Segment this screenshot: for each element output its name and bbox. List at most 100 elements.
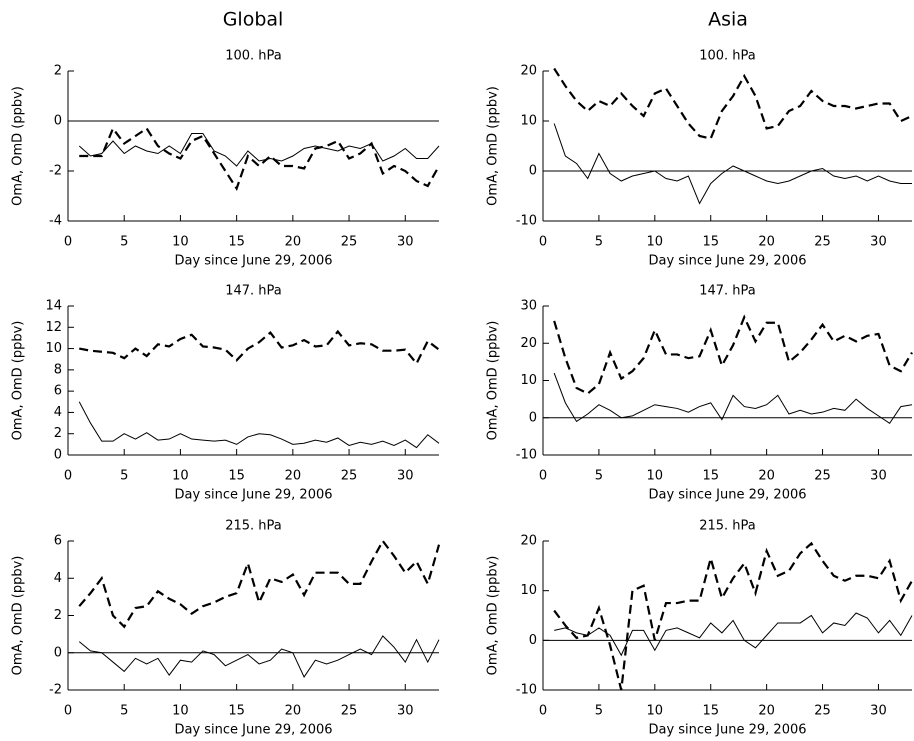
x-tick-label: 20 — [285, 469, 302, 484]
x-tick-label: 30 — [870, 704, 887, 719]
x-tick-label: 30 — [397, 704, 414, 719]
x-tick-label: 30 — [870, 469, 887, 484]
x-axis-label: Day since June 29, 2006 — [648, 723, 806, 738]
x-tick-label: 5 — [120, 704, 128, 719]
chart-title: 100. hPa — [225, 49, 282, 64]
x-tick-label: 0 — [64, 469, 72, 484]
x-tick-label: 10 — [172, 469, 189, 484]
x-tick-label: 20 — [758, 704, 775, 719]
y-axis-label: OmA, OmD (ppbv) — [11, 556, 26, 676]
y-tick-label: 0 — [54, 114, 62, 129]
x-tick-label: 10 — [647, 704, 664, 719]
y-axis-label: OmA, OmD (ppbv) — [486, 86, 501, 206]
x-tick-label: 30 — [397, 235, 414, 250]
data-line — [78, 133, 440, 167]
y-tick-label: 2 — [54, 426, 62, 441]
x-tick-label: 0 — [64, 235, 72, 250]
y-tick-label: 0 — [529, 164, 537, 179]
chart-title: 100. hPa — [699, 49, 756, 64]
y-tick-label: -2 — [49, 683, 62, 698]
data-line — [553, 123, 912, 205]
x-tick-label: 15 — [228, 235, 245, 250]
x-tick-label: 20 — [758, 469, 775, 484]
y-tick-label: 6 — [54, 534, 62, 549]
x-tick-label: 15 — [702, 235, 719, 250]
x-tick-label: 0 — [64, 704, 72, 719]
y-tick-label: -10 — [516, 448, 537, 463]
x-tick-label: 5 — [595, 704, 603, 719]
y-tick-label: 10 — [520, 373, 537, 388]
y-axis-label: OmA, OmD (ppbv) — [486, 556, 501, 676]
x-tick-label: 5 — [595, 235, 603, 250]
x-tick-label: 25 — [341, 235, 358, 250]
x-tick-label: 10 — [647, 235, 664, 250]
y-tick-label: 14 — [45, 299, 62, 314]
x-axis-label: Day since June 29, 2006 — [174, 723, 332, 738]
y-tick-label: 8 — [54, 362, 62, 377]
x-tick-label: 20 — [758, 235, 775, 250]
y-tick-label: 10 — [45, 341, 62, 356]
data-line — [554, 612, 913, 657]
y-tick-label: 20 — [520, 336, 537, 351]
x-tick-label: 25 — [341, 704, 358, 719]
data-line — [553, 541, 913, 691]
y-axis-label: OmA, OmD (ppbv) — [11, 321, 26, 441]
x-tick-label: 15 — [228, 704, 245, 719]
x-tick-label: 25 — [814, 469, 831, 484]
x-tick-label: 10 — [172, 235, 189, 250]
x-tick-label: 20 — [285, 235, 302, 250]
y-tick-label: 4 — [54, 405, 62, 420]
x-tick-label: 10 — [647, 469, 664, 484]
y-tick-label: 2 — [54, 608, 62, 623]
chart-title: 215. hPa — [699, 519, 756, 534]
x-tick-label: 5 — [120, 235, 128, 250]
x-tick-label: 25 — [341, 469, 358, 484]
data-line — [553, 67, 913, 140]
y-tick-label: 2 — [54, 64, 62, 79]
x-axis-label: Day since June 29, 2006 — [174, 254, 332, 269]
x-tick-label: 0 — [539, 704, 547, 719]
column-title: Global — [223, 9, 284, 31]
x-tick-label: 10 — [172, 704, 189, 719]
y-tick-label: -2 — [49, 164, 62, 179]
y-axis-label: OmA, OmD (ppbv) — [11, 86, 26, 206]
x-tick-label: 5 — [595, 469, 603, 484]
x-tick-label: 15 — [702, 469, 719, 484]
y-tick-label: 10 — [520, 114, 537, 129]
y-tick-label: -10 — [516, 214, 537, 229]
data-line — [79, 329, 440, 366]
y-tick-label: -10 — [516, 683, 537, 698]
x-tick-label: 25 — [814, 235, 831, 250]
y-tick-label: 0 — [529, 410, 537, 425]
y-tick-label: 10 — [520, 583, 537, 598]
y-tick-label: 12 — [45, 320, 62, 335]
x-tick-label: 15 — [228, 469, 245, 484]
x-tick-label: 5 — [120, 469, 128, 484]
x-tick-label: 15 — [702, 704, 719, 719]
data-line — [79, 126, 440, 192]
chart-title: 147. hPa — [225, 284, 282, 299]
y-axis-label: OmA, OmD (ppbv) — [486, 321, 501, 441]
x-tick-label: 30 — [397, 469, 414, 484]
y-tick-label: 6 — [54, 384, 62, 399]
y-tick-label: 20 — [520, 64, 537, 79]
y-tick-label: 0 — [54, 448, 62, 463]
y-tick-label: 0 — [529, 633, 537, 648]
chart-title: 215. hPa — [225, 519, 282, 534]
x-axis-label: Day since June 29, 2006 — [174, 488, 332, 503]
data-line — [553, 372, 913, 425]
y-tick-label: 30 — [520, 299, 537, 314]
y-tick-label: -4 — [49, 214, 62, 229]
column-title: Asia — [708, 9, 748, 31]
x-tick-label: 25 — [814, 704, 831, 719]
data-line — [78, 635, 440, 678]
x-tick-label: 20 — [285, 704, 302, 719]
data-line — [553, 314, 913, 395]
data-line — [78, 401, 440, 449]
y-tick-label: 20 — [520, 534, 537, 549]
x-axis-label: Day since June 29, 2006 — [648, 488, 806, 503]
x-tick-label: 0 — [539, 469, 547, 484]
y-tick-label: 4 — [54, 571, 62, 586]
